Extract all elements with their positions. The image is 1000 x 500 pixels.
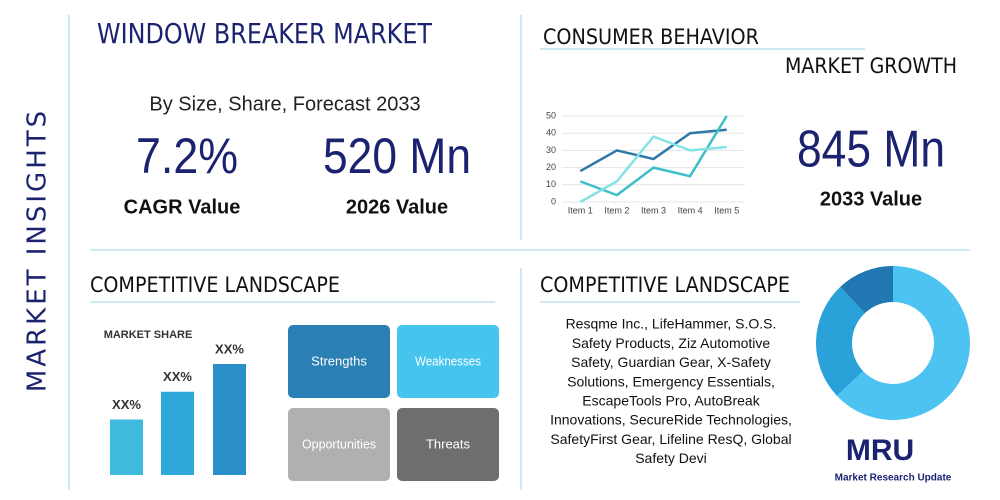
logo-mark: MRU — [846, 434, 914, 467]
stat-value: 520 Mn — [323, 128, 471, 184]
x-tick-label: Item 3 — [641, 205, 666, 215]
section-subtitle: MARKET GROWTH — [785, 54, 957, 78]
swot-box — [397, 408, 499, 481]
donut-slice — [840, 266, 893, 314]
value-label: XX% — [112, 397, 141, 412]
line-series — [579, 128, 727, 173]
line-series — [579, 135, 727, 204]
competitor-line: Resqme Inc., LifeHammer, S.O.S. — [566, 316, 777, 332]
competitor-line: SafetyFirst Gear, Lifeline ResQ, Global — [550, 431, 791, 447]
title: WINDOW BREAKER MARKET — [97, 17, 433, 50]
value-label: XX% — [163, 369, 192, 384]
x-tick-label: Item 2 — [604, 205, 629, 215]
y-tick-label: 40 — [546, 128, 556, 138]
competitor-line: Safety Devi — [635, 450, 707, 466]
bar — [110, 419, 143, 475]
stat-label: 2033 Value — [820, 188, 922, 210]
chart-title: MARKET SHARE — [104, 329, 193, 341]
y-tick-label: 20 — [546, 162, 556, 172]
competitor-line: Safety, Guardian Gear, X-Safety — [571, 354, 771, 370]
swot-label: Strengths — [311, 353, 367, 368]
subtitle: By Size, Share, Forecast 2033 — [149, 93, 420, 115]
x-tick-label: Item 4 — [678, 205, 703, 215]
stat-label: CAGR Value — [124, 196, 241, 218]
side-title: MARKET INSIGHTS — [23, 108, 53, 392]
y-tick-label: 30 — [546, 145, 556, 155]
swot-box — [397, 325, 499, 398]
bar — [213, 364, 246, 475]
swot-box — [288, 325, 390, 398]
competitor-line: EscapeTools Pro, AutoBreak — [582, 393, 760, 409]
swot-label: Opportunities — [302, 436, 376, 451]
donut-slice — [836, 266, 970, 420]
y-tick-label: 50 — [546, 110, 556, 120]
line-series — [579, 115, 728, 197]
bar — [161, 391, 194, 475]
competitor-line: Safety Products, Ziz Automotive — [572, 335, 771, 351]
y-tick-label: 10 — [546, 179, 556, 189]
x-tick-label: Item 5 — [714, 205, 739, 215]
y-tick-label: 0 — [551, 196, 556, 206]
competitor-line: Solutions, Emergency Essentials, — [567, 373, 775, 389]
section-title: COMPETITIVE LANDSCAPE — [90, 273, 340, 297]
section-title: CONSUMER BEHAVIOR — [543, 25, 759, 49]
swot-box — [288, 408, 390, 481]
donut-slice — [816, 286, 865, 396]
stat-value: 7.2% — [136, 128, 238, 184]
stat-value: 845 Mn — [797, 121, 945, 179]
swot-label: Threats — [426, 436, 471, 451]
value-label: XX% — [215, 341, 244, 356]
swot-label: Weaknesses — [415, 353, 481, 368]
competitor-line: Innovations, SecureRide Technologies, — [550, 412, 792, 428]
stat-label: 2026 Value — [346, 196, 448, 218]
section-title: COMPETITIVE LANDSCAPE — [540, 273, 790, 297]
logo-name: Market Research Update — [835, 473, 952, 484]
x-tick-label: Item 1 — [568, 205, 593, 215]
